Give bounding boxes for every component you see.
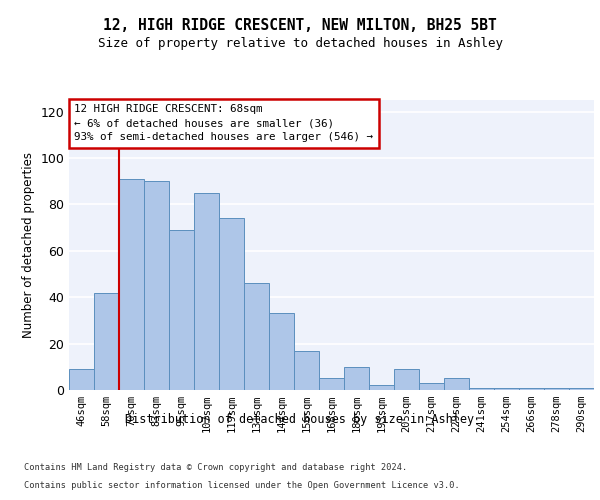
Bar bbox=[144, 181, 169, 390]
Bar bbox=[119, 179, 144, 390]
Bar bbox=[244, 284, 269, 390]
Text: 12, HIGH RIDGE CRESCENT, NEW MILTON, BH25 5BT: 12, HIGH RIDGE CRESCENT, NEW MILTON, BH2… bbox=[103, 18, 497, 32]
Bar bbox=[519, 388, 544, 390]
Bar bbox=[94, 292, 119, 390]
Bar bbox=[169, 230, 194, 390]
Bar bbox=[269, 314, 294, 390]
Bar bbox=[469, 388, 494, 390]
Y-axis label: Number of detached properties: Number of detached properties bbox=[22, 152, 35, 338]
Bar bbox=[319, 378, 344, 390]
Bar bbox=[569, 388, 594, 390]
Text: Contains HM Land Registry data © Crown copyright and database right 2024.: Contains HM Land Registry data © Crown c… bbox=[24, 462, 407, 471]
Bar bbox=[219, 218, 244, 390]
Text: 12 HIGH RIDGE CRESCENT: 68sqm
← 6% of detached houses are smaller (36)
93% of se: 12 HIGH RIDGE CRESCENT: 68sqm ← 6% of de… bbox=[74, 104, 373, 142]
Bar bbox=[444, 378, 469, 390]
Text: Size of property relative to detached houses in Ashley: Size of property relative to detached ho… bbox=[97, 38, 503, 51]
Bar bbox=[294, 350, 319, 390]
Bar bbox=[344, 367, 369, 390]
Bar bbox=[369, 386, 394, 390]
Bar bbox=[69, 369, 94, 390]
Text: Distribution of detached houses by size in Ashley: Distribution of detached houses by size … bbox=[125, 412, 475, 426]
Bar bbox=[394, 369, 419, 390]
Bar bbox=[494, 388, 519, 390]
Bar bbox=[194, 193, 219, 390]
Bar bbox=[544, 388, 569, 390]
Bar bbox=[419, 383, 444, 390]
Text: Contains public sector information licensed under the Open Government Licence v3: Contains public sector information licen… bbox=[24, 481, 460, 490]
